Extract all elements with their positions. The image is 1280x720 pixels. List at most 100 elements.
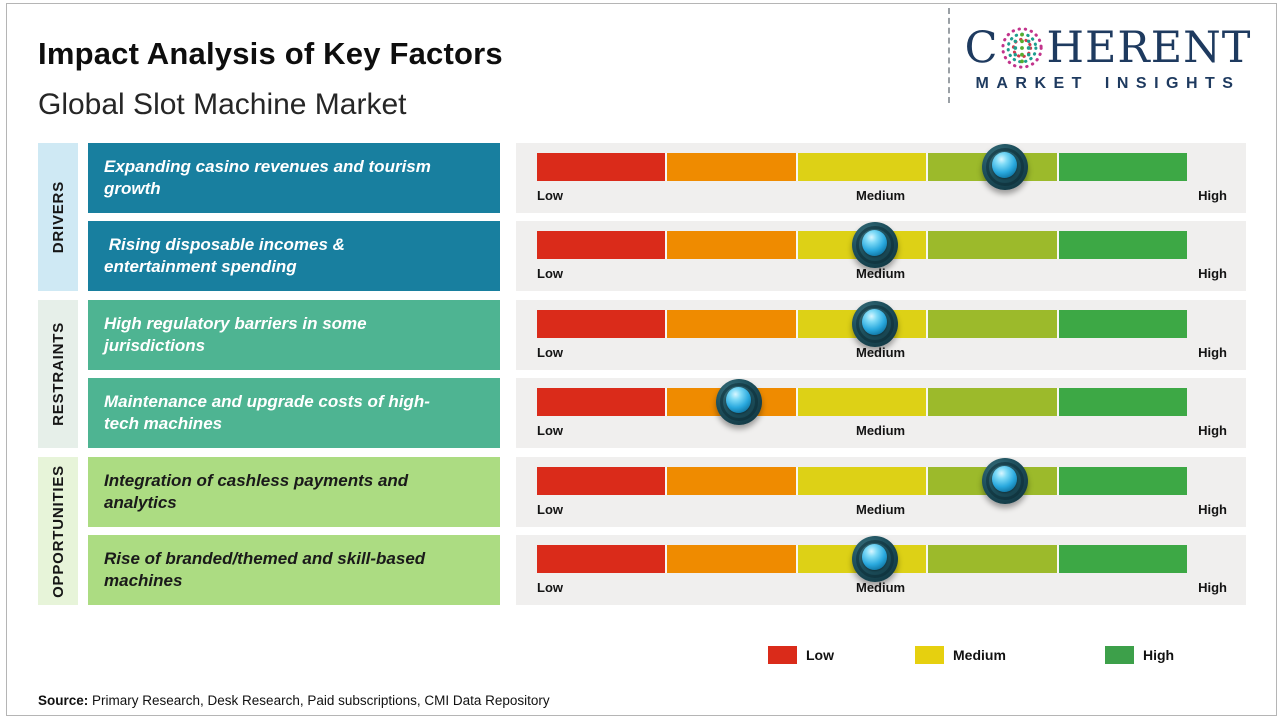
impact-scale-panel: Low Medium High <box>516 300 1246 370</box>
category-label: OPPORTUNITIES <box>49 464 67 598</box>
scale-segment <box>1056 153 1188 181</box>
factor-box: Rise of branded/themed and skill-based m… <box>88 535 500 605</box>
scale-label-low: Low <box>537 188 563 203</box>
scale-labels: Low Medium High <box>537 345 1227 360</box>
impact-scale-panel: Low Medium High <box>516 378 1246 448</box>
scale-segment <box>665 545 796 573</box>
impact-scale-bar <box>537 310 1188 338</box>
scale-segment <box>665 467 796 495</box>
scale-label-high: High <box>1198 188 1227 203</box>
scale-label-high: High <box>1198 266 1227 281</box>
scale-segment <box>537 153 666 181</box>
scale-segment <box>1056 388 1188 416</box>
company-logo: C HERENT MARKET IN <box>956 26 1260 93</box>
factor-box: High regulatory barriers in some jurisdi… <box>88 300 500 370</box>
factor-row: Expanding casino revenues and tourism gr… <box>88 143 1246 213</box>
factor-text: High regulatory barriers in some jurisdi… <box>104 313 372 355</box>
impact-scale-bar <box>537 153 1188 181</box>
category-strip: RESTRAINTS <box>38 300 78 448</box>
scale-segment <box>795 467 927 495</box>
legend-swatch <box>1105 646 1134 664</box>
scale-label-medium: Medium <box>855 580 906 595</box>
scale-segment <box>1056 467 1188 495</box>
scale-segment <box>665 153 796 181</box>
page-title: Impact Analysis of Key Factors <box>38 36 503 71</box>
logo-wordmark: C HERENT <box>956 26 1260 70</box>
dotted-globe-icon <box>1001 27 1044 69</box>
scale-labels: Low Medium High <box>537 580 1227 595</box>
factor-text: Maintenance and upgrade costs of high-te… <box>104 391 430 433</box>
legend-item: High <box>1105 646 1174 664</box>
impact-slider-knob[interactable] <box>852 222 898 268</box>
scale-label-medium: Medium <box>855 423 906 438</box>
legend-item: Medium <box>915 646 1006 664</box>
impact-scale-panel: Low Medium High <box>516 221 1246 291</box>
factor-row: High regulatory barriers in some jurisdi… <box>88 300 1246 370</box>
logo-separator <box>948 8 950 103</box>
scale-labels: Low Medium High <box>537 188 1227 203</box>
knob-glass-ball <box>992 466 1017 492</box>
category-group: DRIVERS Expanding casino revenues and to… <box>38 143 1246 291</box>
impact-scale-panel: Low Medium High <box>516 535 1246 605</box>
factor-text: Expanding casino revenues and tourism gr… <box>104 156 436 198</box>
category-label: DRIVERS <box>49 180 67 254</box>
scale-label-low: Low <box>537 423 563 438</box>
impact-slider-knob[interactable] <box>715 379 762 425</box>
source-text: Primary Research, Desk Research, Paid su… <box>88 693 550 708</box>
knob-glass-ball <box>992 152 1017 178</box>
scale-labels: Low Medium High <box>537 423 1227 438</box>
knob-glass-ball <box>862 544 887 570</box>
impact-scale-bar <box>537 388 1188 416</box>
category-rows: Expanding casino revenues and tourism gr… <box>88 143 1246 291</box>
legend-label: Low <box>806 647 834 663</box>
category-group: RESTRAINTS High regulatory barriers in s… <box>38 300 1246 448</box>
factor-box: Rising disposable incomes & entertainmen… <box>88 221 500 291</box>
scale-segment <box>795 153 927 181</box>
knob-glass-ball <box>725 387 751 413</box>
scale-label-low: Low <box>537 580 563 595</box>
scale-segment <box>537 310 666 338</box>
impact-slider-knob[interactable] <box>852 301 898 347</box>
scale-segment <box>537 231 666 259</box>
scale-segment <box>926 545 1057 573</box>
scale-segment <box>1056 231 1188 259</box>
impact-slider-knob[interactable] <box>852 536 898 582</box>
scale-segment <box>926 310 1057 338</box>
scale-label-low: Low <box>537 266 563 281</box>
factor-text: Rise of branded/themed and skill-based m… <box>104 548 430 590</box>
scale-labels: Low Medium High <box>537 266 1227 281</box>
legend-swatch <box>915 646 944 664</box>
impact-scale-panel: Low Medium High <box>516 143 1246 213</box>
impact-matrix: DRIVERS Expanding casino revenues and to… <box>38 143 1246 605</box>
logo-tagline: MARKET INSIGHTS <box>975 75 1241 92</box>
scale-label-medium: Medium <box>855 266 906 281</box>
category-group: OPPORTUNITIES Integration of cashless pa… <box>38 457 1246 605</box>
factor-row: Maintenance and upgrade costs of high-te… <box>88 378 1246 448</box>
scale-segment <box>537 545 666 573</box>
impact-slider-knob[interactable] <box>982 458 1028 504</box>
scale-segment <box>926 388 1057 416</box>
legend: Low Medium High <box>0 646 1280 670</box>
source-label: Source: <box>38 693 89 708</box>
impact-slider-knob[interactable] <box>982 144 1028 190</box>
factor-text: Integration of cashless payments and ana… <box>104 470 413 512</box>
scale-segment <box>665 231 796 259</box>
legend-swatch <box>768 646 797 664</box>
source-note: Source: Primary Research, Desk Research,… <box>38 693 550 708</box>
impact-scale-panel: Low Medium High <box>516 457 1246 527</box>
scale-label-medium: Medium <box>855 345 906 360</box>
scale-segment <box>795 388 927 416</box>
factor-row: Integration of cashless payments and ana… <box>88 457 1246 527</box>
scale-segment <box>537 467 666 495</box>
scale-label-medium: Medium <box>855 502 906 517</box>
category-strip: DRIVERS <box>38 143 78 291</box>
legend-item: Low <box>768 646 834 664</box>
knob-glass-ball <box>862 309 887 335</box>
logo-letter-c: C <box>964 22 999 73</box>
legend-label: Medium <box>953 647 1006 663</box>
legend-label: High <box>1143 647 1175 663</box>
impact-scale-bar <box>537 467 1188 495</box>
category-label: RESTRAINTS <box>49 322 67 426</box>
logo-letters-rest: HERENT <box>1046 22 1252 73</box>
scale-segment <box>1056 545 1188 573</box>
